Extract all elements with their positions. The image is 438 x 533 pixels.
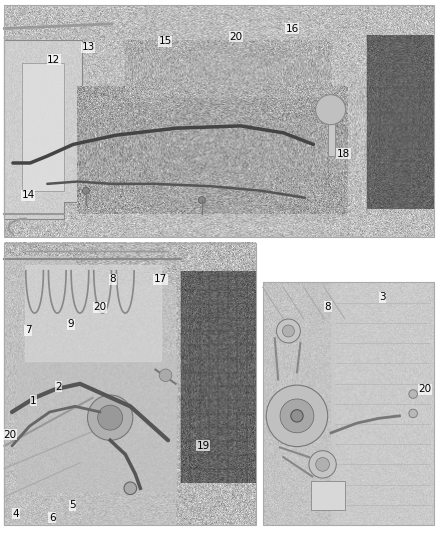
Circle shape	[409, 409, 417, 418]
Bar	[263, 282, 434, 525]
Text: 6: 6	[49, 513, 56, 523]
Circle shape	[198, 197, 205, 204]
Polygon shape	[4, 257, 176, 525]
Text: 19: 19	[197, 441, 210, 451]
Circle shape	[280, 399, 314, 433]
Circle shape	[88, 395, 133, 440]
Circle shape	[309, 451, 336, 478]
Bar	[4, 5, 434, 237]
Circle shape	[98, 405, 123, 430]
Circle shape	[266, 385, 328, 447]
Bar	[328, 122, 335, 156]
Text: 15: 15	[159, 36, 172, 46]
Polygon shape	[17, 356, 176, 491]
Circle shape	[283, 325, 294, 337]
Polygon shape	[25, 265, 160, 361]
Text: 13: 13	[81, 42, 95, 52]
Text: 2: 2	[55, 382, 62, 392]
Text: 4: 4	[12, 508, 19, 519]
Text: 20: 20	[3, 430, 16, 440]
Text: 5: 5	[69, 500, 76, 510]
Text: 18: 18	[337, 149, 350, 159]
Bar	[311, 481, 345, 511]
Circle shape	[124, 482, 137, 495]
Text: 17: 17	[154, 274, 167, 284]
Text: 8: 8	[325, 302, 331, 312]
Bar	[4, 243, 256, 525]
Bar	[263, 282, 335, 525]
Text: 7: 7	[25, 325, 32, 335]
Circle shape	[82, 188, 89, 194]
Text: 9: 9	[68, 319, 74, 329]
Bar	[331, 282, 434, 525]
Circle shape	[276, 319, 300, 343]
Text: 1: 1	[30, 395, 37, 406]
Circle shape	[159, 369, 172, 382]
Circle shape	[316, 457, 329, 471]
Text: 20: 20	[230, 31, 243, 42]
Text: 12: 12	[47, 55, 60, 65]
Text: 16: 16	[285, 23, 299, 34]
Polygon shape	[21, 63, 64, 191]
Circle shape	[409, 390, 417, 398]
Text: 20: 20	[419, 384, 431, 394]
Text: 14: 14	[21, 190, 35, 200]
Text: 8: 8	[110, 274, 116, 284]
Text: 20: 20	[94, 303, 106, 312]
Circle shape	[315, 95, 346, 125]
Polygon shape	[4, 40, 81, 219]
Text: 3: 3	[379, 292, 386, 302]
Circle shape	[291, 410, 303, 422]
